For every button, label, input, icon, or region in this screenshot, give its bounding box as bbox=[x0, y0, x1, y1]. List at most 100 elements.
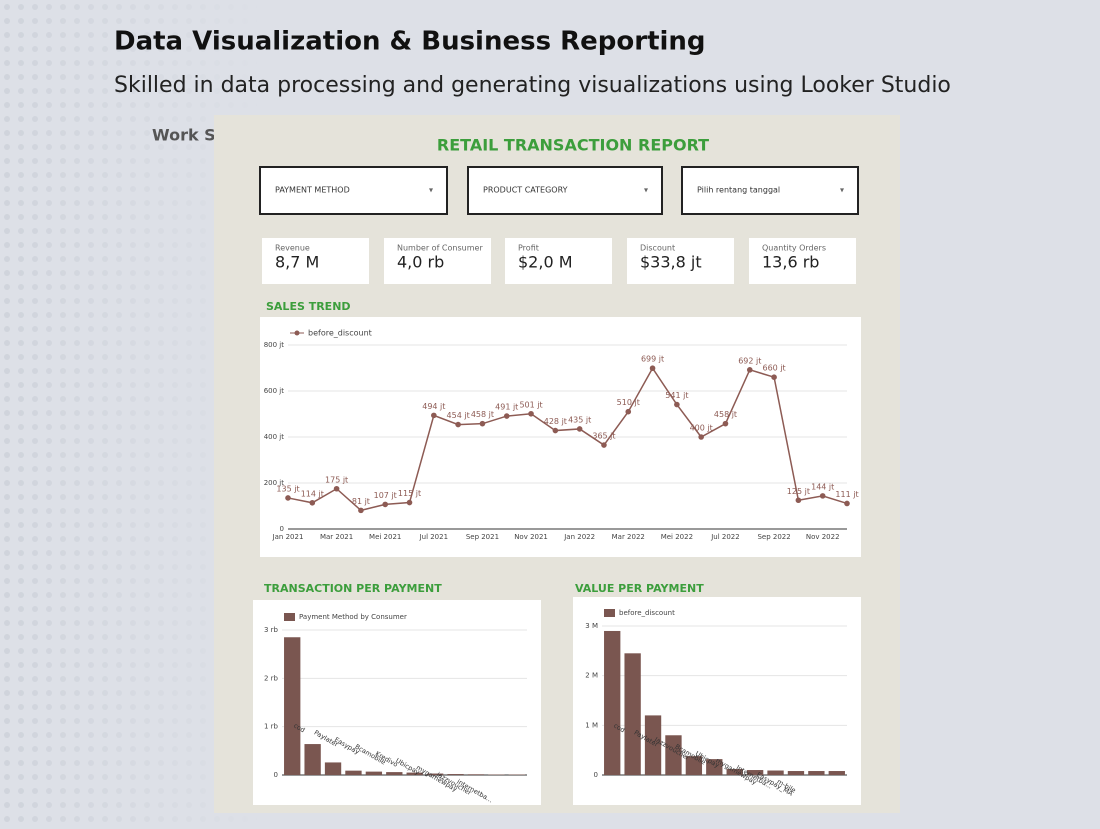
line-point bbox=[844, 501, 850, 507]
y-tick-label: 0 bbox=[280, 525, 284, 533]
data-label: 491 jt bbox=[495, 403, 518, 412]
legend-label: before_discount bbox=[308, 329, 372, 338]
x-tick-label: Nov 2021 bbox=[514, 533, 548, 541]
data-label: 510 jt bbox=[617, 398, 640, 407]
bar bbox=[386, 772, 402, 775]
line-point bbox=[625, 409, 631, 415]
chart-title: VALUE PER PAYMENT bbox=[575, 582, 704, 595]
line-point bbox=[796, 497, 802, 503]
line-point bbox=[310, 500, 316, 506]
legend-swatch bbox=[284, 613, 295, 621]
line-point bbox=[601, 442, 607, 448]
line-point bbox=[577, 426, 583, 432]
bar bbox=[788, 771, 804, 775]
data-label: 125 jt bbox=[787, 487, 810, 496]
data-label: 454 jt bbox=[447, 411, 470, 420]
data-label: 144 jt bbox=[811, 482, 834, 491]
line-point bbox=[747, 367, 753, 373]
kpi-value: $33,8 jt bbox=[640, 253, 702, 272]
x-tick-label: Jan 2021 bbox=[272, 533, 304, 541]
x-tick-label: Nov 2022 bbox=[806, 533, 840, 541]
legend-dot bbox=[295, 331, 300, 336]
legend-label: before_discount bbox=[619, 609, 675, 617]
data-label: 135 jt bbox=[276, 484, 299, 493]
line-point bbox=[334, 486, 340, 492]
data-label: 494 jt bbox=[422, 402, 445, 411]
kpi-label: Profit bbox=[518, 244, 539, 253]
bar bbox=[284, 637, 300, 775]
bar bbox=[604, 631, 620, 775]
data-label: 660 jt bbox=[763, 364, 786, 373]
data-label: 699 jt bbox=[641, 355, 664, 364]
y-tick-label: 2 rb bbox=[264, 674, 279, 682]
y-tick-label: 1 rb bbox=[264, 723, 279, 731]
bar bbox=[345, 771, 361, 775]
slide-title: Data Visualization & Business Reporting bbox=[114, 27, 706, 57]
x-tick-label: Jul 2022 bbox=[710, 533, 740, 541]
kpi-value: 8,7 M bbox=[275, 253, 319, 272]
line-point bbox=[480, 421, 486, 427]
y-tick-label: 800 jt bbox=[264, 341, 285, 349]
bar bbox=[808, 771, 824, 775]
chart-title: SALES TREND bbox=[266, 300, 351, 313]
y-tick-label: 3 M bbox=[585, 622, 598, 630]
x-tick-label: Sep 2021 bbox=[466, 533, 499, 541]
filter-caret: ▾ bbox=[429, 186, 433, 195]
data-label: 115 jt bbox=[398, 489, 421, 498]
x-tick-label: Sep 2022 bbox=[757, 533, 790, 541]
y-tick-label: 2 M bbox=[585, 672, 598, 680]
line-point bbox=[820, 493, 826, 499]
bar bbox=[767, 771, 783, 775]
filter-label: PRODUCT CATEGORY bbox=[483, 186, 568, 195]
data-label: 428 jt bbox=[544, 417, 567, 426]
data-label: 458 jt bbox=[471, 410, 494, 419]
filter-caret: ▾ bbox=[644, 186, 648, 195]
data-label: 114 jt bbox=[301, 489, 324, 498]
line-point bbox=[455, 422, 461, 428]
kpi-label: Discount bbox=[640, 244, 675, 253]
x-tick-label: Jul 2021 bbox=[419, 533, 449, 541]
x-tick-label: Mar 2021 bbox=[320, 533, 353, 541]
bar bbox=[447, 774, 463, 775]
line-point bbox=[528, 411, 534, 417]
kpi-value: 13,6 rb bbox=[762, 253, 819, 272]
data-label: 81 jt bbox=[352, 497, 370, 506]
line-point bbox=[723, 421, 729, 427]
data-label: 541 jt bbox=[665, 391, 688, 400]
dashboard-title: RETAIL TRANSACTION REPORT bbox=[437, 136, 709, 155]
line-point bbox=[285, 495, 291, 501]
line-point bbox=[771, 374, 777, 380]
filter-label: PAYMENT METHOD bbox=[275, 186, 350, 195]
line-point bbox=[382, 502, 388, 508]
y-tick-label: 0 bbox=[594, 771, 598, 779]
kpi-label: Number of Consumer bbox=[397, 244, 483, 253]
filter-caret: ▾ bbox=[840, 186, 844, 195]
line-point bbox=[674, 402, 680, 408]
line-point bbox=[358, 508, 364, 514]
line-point bbox=[504, 413, 510, 419]
y-tick-label: 3 rb bbox=[264, 626, 279, 634]
bar bbox=[366, 772, 382, 775]
filter-label: Pilih rentang tanggal bbox=[697, 186, 780, 195]
line-point bbox=[650, 365, 656, 371]
y-tick-label: 400 jt bbox=[264, 433, 285, 441]
data-label: 175 jt bbox=[325, 475, 348, 484]
line-point bbox=[553, 428, 559, 434]
bar bbox=[829, 771, 845, 775]
data-label: 111 jt bbox=[835, 490, 858, 499]
kpi-value: 4,0 rb bbox=[397, 253, 444, 272]
line-point bbox=[431, 413, 437, 419]
data-label: 501 jt bbox=[519, 400, 542, 409]
y-tick-label: 600 jt bbox=[264, 387, 285, 395]
bar bbox=[468, 774, 484, 775]
data-label: 400 jt bbox=[690, 424, 713, 433]
x-tick-label: Mei 2021 bbox=[369, 533, 401, 541]
chart-title: TRANSACTION PER PAYMENT bbox=[264, 582, 442, 595]
data-label: 365 jt bbox=[592, 432, 615, 441]
x-tick-label: Mar 2022 bbox=[612, 533, 645, 541]
kpi-value: $2,0 M bbox=[518, 253, 573, 272]
y-tick-label: 1 M bbox=[585, 721, 598, 729]
legend-swatch bbox=[604, 609, 615, 617]
x-tick-label: Jan 2022 bbox=[563, 533, 595, 541]
